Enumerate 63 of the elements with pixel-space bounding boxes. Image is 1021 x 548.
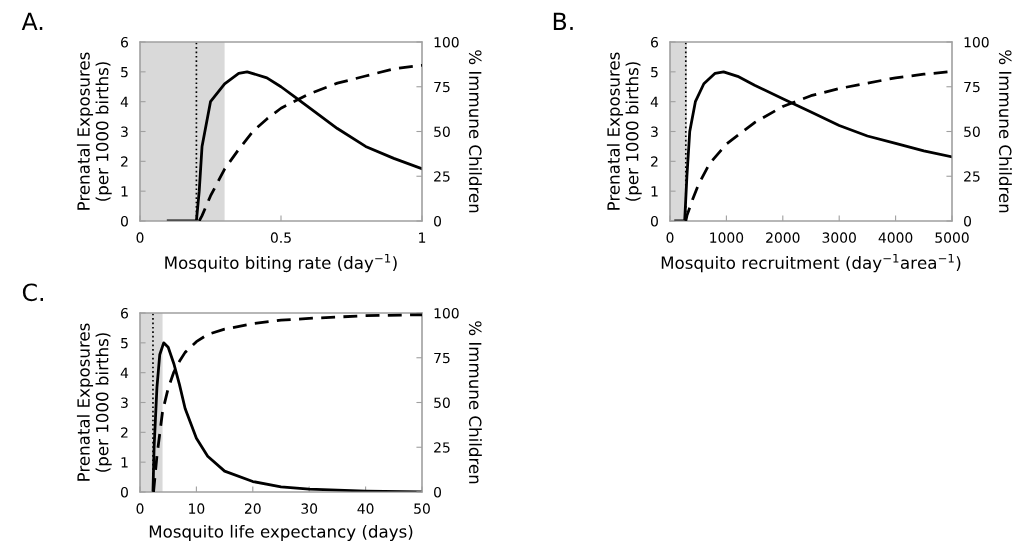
y2-axis-title: % Immune Children (468, 50, 482, 213)
y-tick-label: 3 (121, 126, 128, 137)
y2-tick-label: 0 (434, 215, 442, 227)
y2-tick-label: 100 (434, 307, 459, 319)
x-tick-label: 30 (301, 503, 318, 514)
y-tick-label: 1 (121, 186, 128, 197)
y2-tick-label: 100 (434, 36, 459, 48)
y-tick-label: 6 (121, 307, 129, 319)
y-tick-label: 4 (650, 96, 659, 107)
y-axis-title: Prenatal Exposures (per 1000 births) (606, 52, 642, 210)
y-tick-label: 0 (120, 215, 128, 227)
y2-tick-label: 100 (964, 36, 989, 48)
y2-axis-title: % Immune Children (468, 321, 482, 484)
x-tick-label: 4000 (878, 232, 913, 243)
y-tick-label: 0 (120, 486, 128, 498)
y2-tick-label: 75 (434, 352, 450, 364)
y2-tick-label: 0 (964, 215, 972, 227)
y2-tick-label: 25 (434, 442, 450, 453)
x-tick-label: 5000 (935, 232, 969, 243)
y2-tick-label: 50 (434, 126, 450, 137)
y-tick-label: 0 (650, 215, 658, 227)
y-tick-label: 3 (121, 397, 128, 408)
x-tick-label: 0 (136, 232, 144, 243)
x-tick-label: 3000 (822, 232, 856, 243)
chart-title: C. (22, 283, 43, 302)
x-tick-label: 50 (414, 503, 430, 514)
y2-tick-label: 25 (964, 171, 980, 182)
y-tick-label: 1 (121, 457, 128, 468)
x-axis-title: Mosquito recruitment (day$^{−1}$area$^{−1}$) (661, 253, 961, 273)
x-tick-label: 20 (244, 503, 261, 514)
y2-tick-label: 25 (434, 171, 450, 182)
chart-title: A. (21, 12, 43, 30)
x-tick-label: 2000 (766, 232, 800, 243)
y-tick-label: 2 (121, 427, 128, 438)
chart-title: B. (553, 12, 573, 30)
y-tick-label: 2 (651, 156, 658, 167)
x-tick-label: 10 (189, 503, 205, 514)
x-tick-label: 40 (357, 503, 374, 514)
y-tick-label: 6 (651, 36, 659, 48)
x-tick-label: 0 (136, 503, 144, 514)
y-tick-label: 1 (651, 186, 658, 197)
y-tick-label: 4 (120, 367, 129, 378)
y2-tick-label: 75 (964, 81, 980, 93)
y-tick-label: 4 (120, 96, 129, 107)
y2-tick-label: 50 (964, 126, 980, 137)
x-tick-label: 0 (666, 232, 674, 243)
y-axis-title: Prenatal Exposures (per 1000 births) (76, 52, 112, 210)
x-tick-label: 0.5 (270, 232, 291, 243)
y-tick-label: 3 (651, 126, 658, 137)
y-axis-title: Prenatal Exposures (per 1000 births) (76, 323, 112, 481)
x-axis-title: Mosquito biting rate (day$^{−1}$) (165, 253, 397, 273)
y-tick-label: 2 (121, 156, 128, 167)
x-tick-label: 1 (419, 232, 426, 243)
y2-tick-label: 75 (434, 81, 450, 93)
y-tick-label: 5 (121, 66, 128, 78)
y2-axis-title: % Immune Children (998, 50, 1012, 213)
y-tick-label: 5 (651, 66, 658, 78)
y-tick-label: 5 (121, 337, 128, 349)
y2-tick-label: 50 (434, 397, 450, 408)
x-axis-title: Mosquito life expectancy (days) (149, 524, 413, 542)
y-tick-label: 6 (121, 36, 129, 48)
x-tick-label: 1000 (710, 232, 744, 243)
y2-tick-label: 0 (434, 486, 442, 498)
